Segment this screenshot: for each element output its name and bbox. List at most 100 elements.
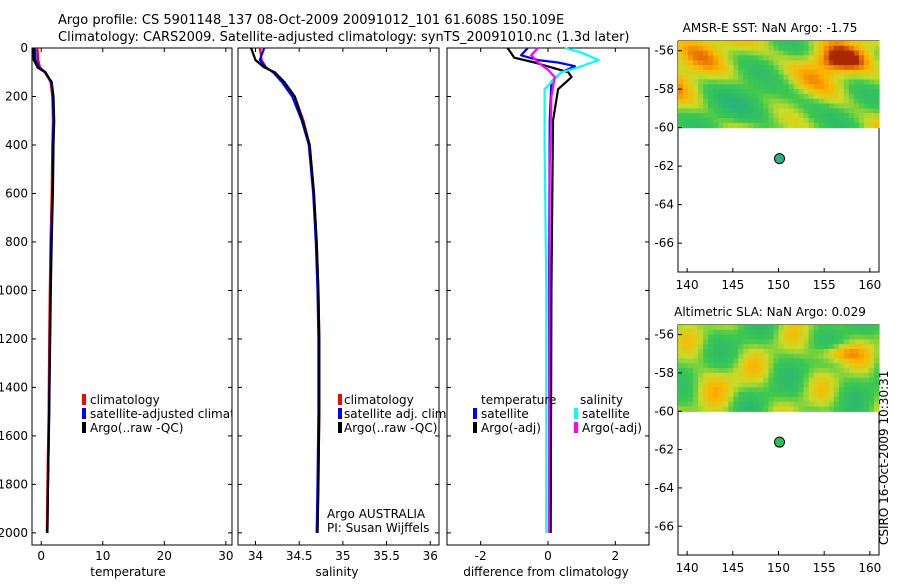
map-cell: [723, 113, 729, 119]
map-cell: [693, 368, 699, 374]
map-cell: [773, 65, 780, 71]
map-cell: [753, 363, 759, 369]
map-cell: [728, 349, 734, 355]
map-cell: [783, 372, 790, 379]
map-cell: [723, 325, 729, 331]
map-cell: [733, 55, 739, 61]
map-cell: [808, 406, 815, 412]
x-tick-label: 140: [676, 278, 699, 292]
legend-swatch-s-satellite: [574, 408, 578, 419]
map-cell: [823, 69, 830, 76]
map-cell: [678, 98, 684, 105]
map-cell: [853, 339, 860, 345]
map-cell: [863, 363, 870, 369]
map-cell: [808, 363, 815, 369]
map-cell: [688, 387, 694, 393]
map-cell: [798, 401, 805, 408]
map-cell: [768, 353, 775, 360]
map-cell: [853, 45, 860, 52]
map-cell: [748, 387, 754, 393]
map-cell: [733, 387, 739, 393]
header-line2: Climatology: CARS2009. Satellite-adjuste…: [58, 30, 630, 45]
map-cell: [828, 387, 835, 393]
map-cell: [823, 45, 830, 52]
map-cell: [778, 98, 785, 105]
map-cell: [818, 103, 825, 109]
legend-swatch-climatology: [82, 394, 86, 405]
map-cell: [678, 329, 684, 336]
map-cell: [683, 353, 689, 360]
map-cell: [678, 60, 684, 66]
map-cell: [683, 401, 689, 408]
map-cell: [763, 55, 769, 61]
map-cell: [793, 108, 800, 114]
x-tick-label: 150: [767, 278, 790, 292]
map-cell: [773, 98, 780, 105]
map-cell: [838, 103, 845, 109]
map-cell: [833, 55, 840, 61]
map-cell: [693, 65, 699, 71]
map-cell: [708, 108, 714, 114]
map-cell: [758, 113, 764, 119]
map-cell: [723, 339, 729, 345]
map-cell: [858, 372, 865, 379]
map-cell: [783, 344, 790, 350]
legend-title-temperature: temperature: [481, 393, 556, 407]
map-cell: [798, 122, 805, 129]
map-cell: [708, 392, 714, 398]
map-cell: [773, 79, 780, 85]
map-cell: [858, 103, 865, 109]
map-cell: [778, 93, 785, 100]
map-cell: [738, 377, 744, 384]
map-cell: [823, 93, 830, 100]
map-cell: [693, 382, 699, 388]
map-cell: [743, 392, 749, 398]
map-cell: [788, 84, 795, 90]
map-cell: [863, 387, 870, 393]
map-cell: [843, 50, 850, 56]
map-cell: [693, 344, 699, 350]
map-cell: [798, 392, 805, 398]
map-cell: [848, 339, 855, 345]
map-cell: [703, 69, 709, 76]
map-cell: [869, 79, 875, 85]
map-cell: [793, 74, 800, 81]
map-cell: [858, 353, 865, 360]
sla-map-ticks: 140 145 150 155 160-56-58-60-62-64-66: [654, 328, 881, 575]
map-cell: [848, 69, 855, 76]
map-cell: [693, 363, 699, 369]
map-cell: [703, 60, 709, 66]
map-cell: [853, 396, 860, 403]
map-cell: [728, 353, 734, 360]
map-cell: [698, 363, 704, 369]
map-cell: [828, 372, 835, 379]
map-cell: [683, 41, 689, 47]
map-cell: [778, 118, 785, 124]
map-cell: [798, 60, 805, 66]
map-cell: [863, 329, 870, 336]
map-cell: [853, 50, 860, 56]
map-cell: [848, 396, 855, 403]
map-cell: [713, 45, 719, 52]
map-cell: [773, 122, 780, 129]
sla-map-field: [678, 325, 880, 412]
legend-label-s-argo: Argo(-adj): [582, 421, 642, 435]
map-cell: [728, 377, 734, 384]
map-cell: [788, 74, 795, 81]
map-cell: [733, 363, 739, 369]
map-cell: [713, 334, 719, 340]
map-cell: [763, 334, 769, 340]
map-cell: [763, 377, 769, 384]
map-cell: [693, 45, 699, 52]
map-cell: [793, 69, 800, 76]
map-cell: [813, 401, 820, 408]
map-cell: [708, 325, 714, 331]
map-cell: [743, 372, 749, 379]
map-cell: [858, 406, 865, 412]
map-cell: [733, 358, 739, 364]
map-cell: [718, 382, 724, 388]
map-cell: [743, 401, 749, 408]
legend-title-salinity: salinity: [580, 393, 623, 407]
map-cell: [708, 396, 714, 403]
map-cell: [723, 353, 729, 360]
